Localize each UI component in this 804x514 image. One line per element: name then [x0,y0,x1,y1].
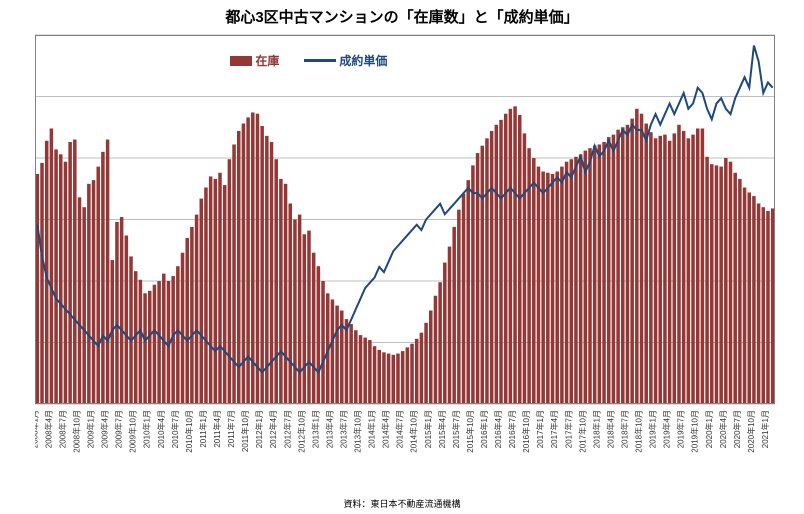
svg-text:2010年7月: 2010年7月 [170,410,180,448]
svg-text:2018年1月: 2018年1月 [591,410,601,448]
svg-text:2020年1月: 2020年1月 [704,410,714,448]
svg-text:2013年10月: 2013年10月 [353,410,363,453]
svg-text:2009年1月: 2009年1月 [86,410,96,448]
svg-text:2018年4月: 2018年4月 [605,410,615,448]
svg-text:2016年7月: 2016年7月 [507,410,517,448]
svg-text:2012年7月: 2012年7月 [282,410,292,448]
svg-text:2009年7月: 2009年7月 [114,410,124,448]
svg-text:2014年7月: 2014年7月 [395,410,405,448]
svg-text:2014年10月: 2014年10月 [409,410,419,453]
svg-text:2021年1月: 2021年1月 [760,410,770,448]
svg-text:2008年4月: 2008年4月 [43,410,53,448]
source-text: 資料：東日本不動産流通機構 [0,497,804,510]
svg-text:2016年1月: 2016年1月 [479,410,489,448]
svg-text:2020年7月: 2020年7月 [732,410,742,448]
svg-text:2014年1月: 2014年1月 [367,410,377,448]
svg-text:2013年1月: 2013年1月 [310,410,320,448]
svg-text:2008年1月: 2008年1月 [35,410,39,448]
svg-text:2008年10月: 2008年10月 [71,410,81,453]
svg-text:2017年1月: 2017年1月 [535,410,545,448]
svg-text:2011年10月: 2011年10月 [240,410,250,452]
svg-text:2019年4月: 2019年4月 [662,410,672,448]
svg-text:2018年7月: 2018年7月 [619,410,629,448]
svg-text:2020年4月: 2020年4月 [718,410,728,448]
svg-text:2017年10月: 2017年10月 [577,410,587,453]
svg-text:2012年1月: 2012年1月 [254,410,264,448]
svg-text:2009年10月: 2009年10月 [128,410,138,453]
svg-text:2018年10月: 2018年10月 [634,410,644,453]
svg-text:2019年7月: 2019年7月 [676,410,686,448]
svg-text:2016年10月: 2016年10月 [521,410,531,453]
svg-text:2014年4月: 2014年4月 [381,410,391,448]
svg-text:2020年10月: 2020年10月 [746,410,756,453]
svg-text:2017年4月: 2017年4月 [549,410,559,448]
svg-text:2015年7月: 2015年7月 [451,410,461,448]
svg-text:2015年4月: 2015年4月 [437,410,447,448]
svg-text:2017年7月: 2017年7月 [563,410,573,448]
svg-text:2011年4月: 2011年4月 [212,410,222,448]
svg-text:2016年4月: 2016年4月 [493,410,503,448]
svg-text:2010年1月: 2010年1月 [142,410,152,448]
svg-text:2019年10月: 2019年10月 [690,410,700,453]
svg-text:2010年4月: 2010年4月 [156,410,166,448]
svg-text:2010年10月: 2010年10月 [184,410,194,453]
svg-text:2013年7月: 2013年7月 [338,410,348,448]
svg-text:2008年7月: 2008年7月 [57,410,67,448]
svg-text:2011年1月: 2011年1月 [198,410,208,448]
svg-text:2012年4月: 2012年4月 [268,410,278,448]
svg-text:2013年4月: 2013年4月 [324,410,334,448]
svg-text:2009年4月: 2009年4月 [100,410,110,448]
chart-title: 都心3区中古マンションの「在庫数」と「成約単価」 [0,6,804,27]
svg-text:2015年10月: 2015年10月 [465,410,475,453]
chart-plot: 1500200025003000350040004500607080901001… [35,30,775,460]
svg-text:2019年1月: 2019年1月 [648,410,658,448]
svg-text:2011年7月: 2011年7月 [226,410,236,448]
svg-text:2012年10月: 2012年10月 [296,410,306,453]
svg-text:2015年1月: 2015年1月 [423,410,433,448]
